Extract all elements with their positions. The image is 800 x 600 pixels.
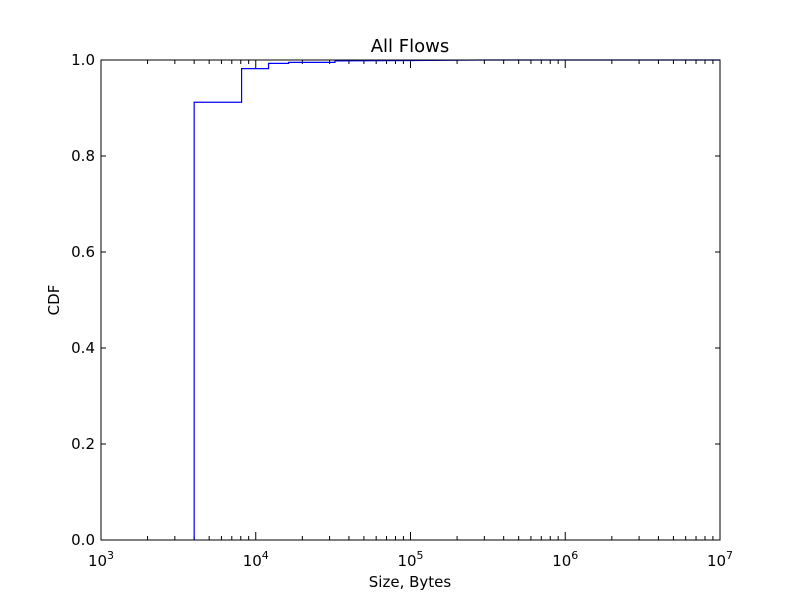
x-tick-label: 104 [243,549,269,570]
x-tick-exponent: 7 [726,549,733,562]
x-axis-title: Size, Bytes [369,573,452,591]
x-tick-exponent: 5 [417,549,424,562]
plot-frame [100,59,721,541]
x-tick-label: 106 [552,549,578,570]
y-tick-label: 1.0 [71,51,95,69]
y-tick-label: 0.6 [71,243,95,261]
x-tick-base: 10 [707,552,726,570]
y-tick-label: 0.0 [71,531,95,549]
y-axis-title: CDF [45,285,63,316]
y-tick-label: 0.4 [71,339,95,357]
x-tick-base: 10 [397,552,416,570]
x-tick-base: 10 [88,552,107,570]
y-tick-label: 0.8 [71,147,95,165]
x-tick-exponent: 3 [107,549,114,562]
x-tick-label: 105 [397,549,423,570]
x-tick-base: 10 [552,552,571,570]
x-tick-base: 10 [243,552,262,570]
x-tick-label: 107 [707,549,733,570]
x-tick-exponent: 4 [262,549,269,562]
chart-title: All Flows [371,36,450,57]
x-tick-label: 103 [88,549,114,570]
x-tick-exponent: 6 [571,549,578,562]
y-tick-label: 0.2 [71,435,95,453]
